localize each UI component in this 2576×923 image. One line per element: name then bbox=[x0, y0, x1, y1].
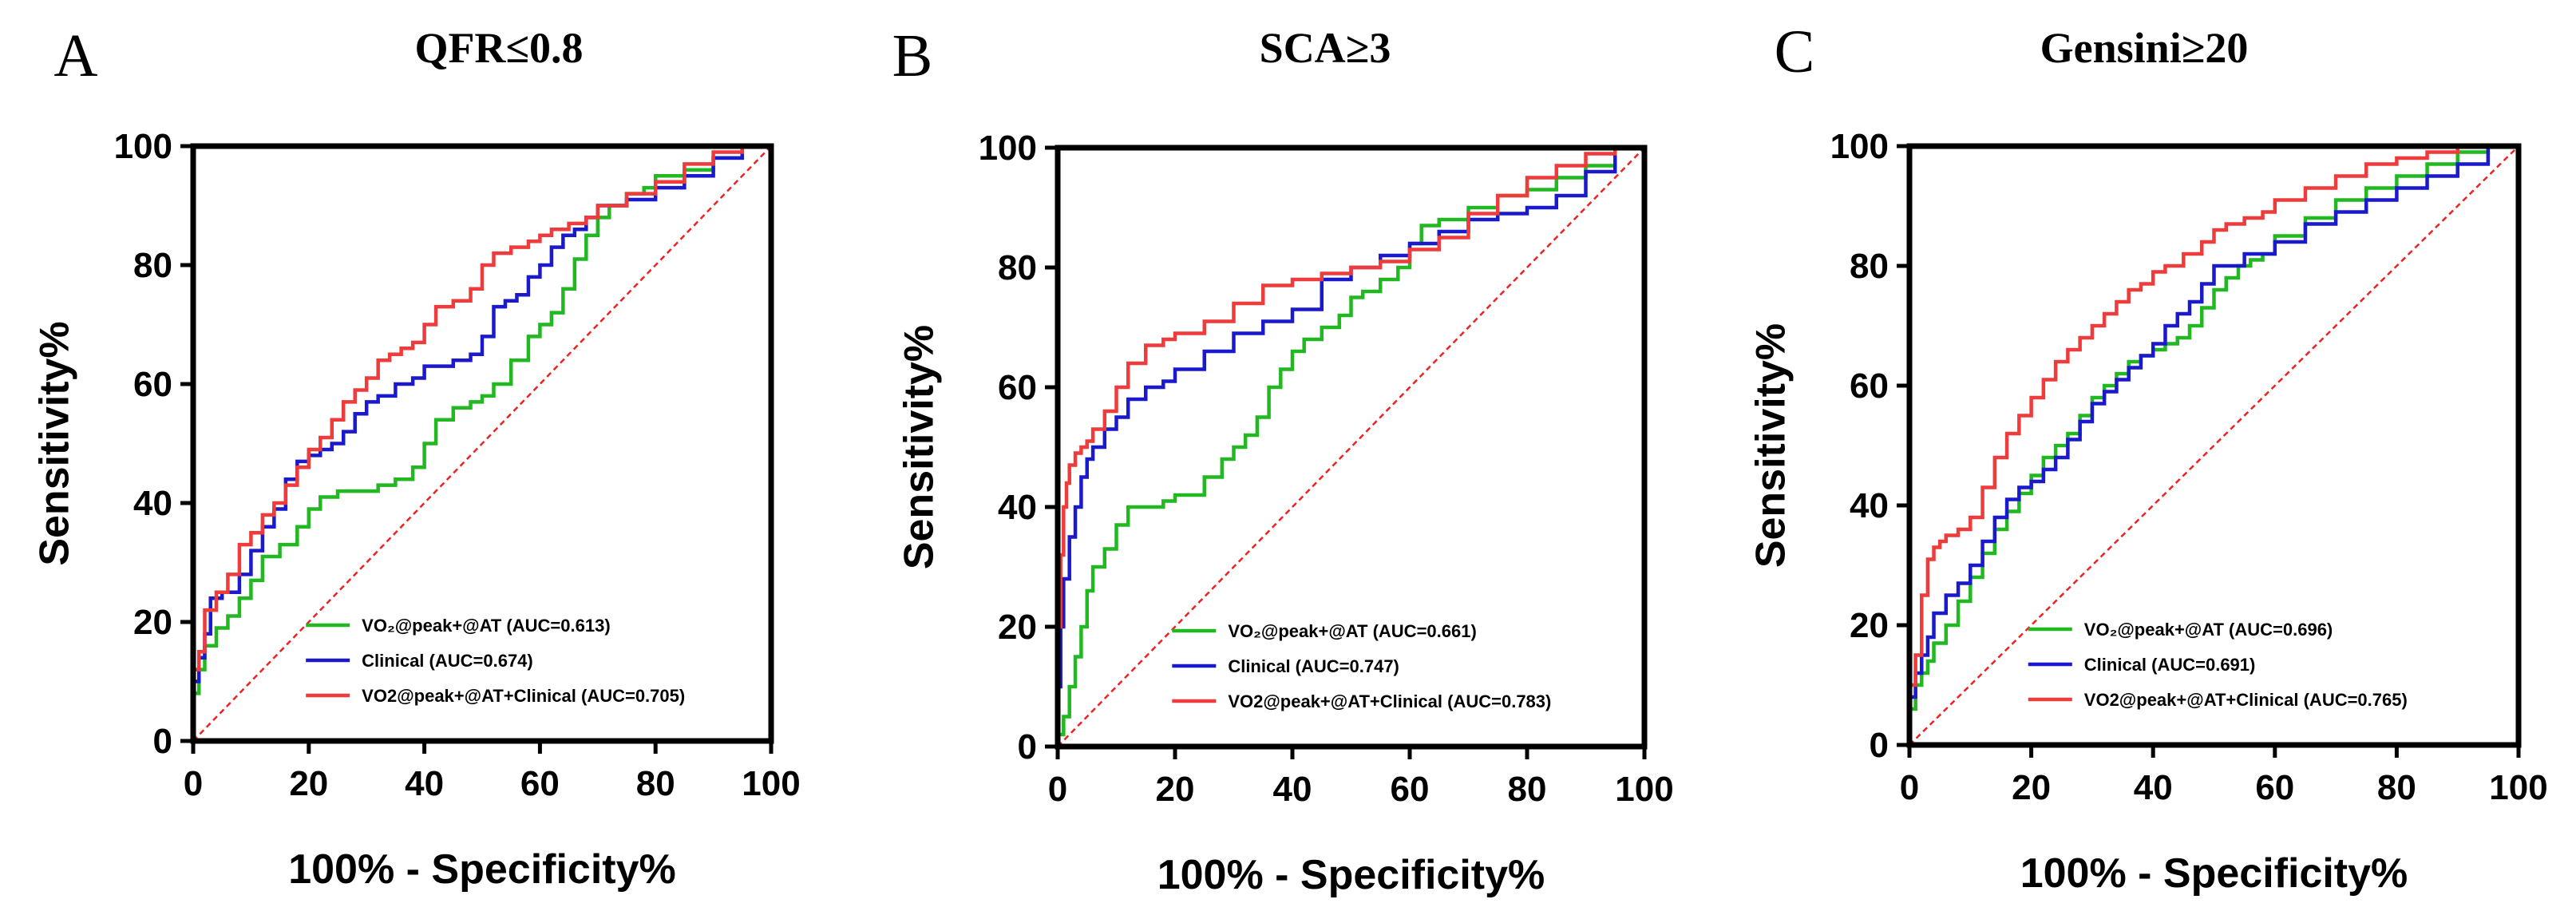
chart-title: SCA≥3 bbox=[1260, 24, 1391, 72]
y-tick-label: 20 bbox=[133, 603, 172, 642]
y-tick-label: 80 bbox=[998, 248, 1037, 287]
panel-letter: C bbox=[1775, 18, 1815, 85]
y-axis-label: Sensitivity% bbox=[32, 321, 78, 565]
panel-letter: A bbox=[54, 22, 98, 89]
legend-label: Clinical (AUC=0.674) bbox=[362, 651, 533, 671]
legend-label: VO2@peak+@AT+Clinical (AUC=0.765) bbox=[2084, 690, 2408, 710]
y-tick-label: 0 bbox=[153, 722, 172, 761]
y-tick-label: 80 bbox=[133, 246, 172, 285]
y-tick-label: 0 bbox=[1018, 727, 1037, 767]
y-tick-label: 0 bbox=[1870, 726, 1889, 765]
roc-curve-clinical bbox=[1055, 145, 1644, 747]
x-tick-label: 20 bbox=[2012, 768, 2051, 807]
plot-frame bbox=[1055, 145, 1648, 750]
y-tick-label: 60 bbox=[133, 365, 172, 404]
legend-label: Clinical (AUC=0.747) bbox=[1228, 656, 1399, 676]
y-tick-label: 40 bbox=[133, 484, 172, 523]
legend-label: VO₂@peak+@AT (AUC=0.661) bbox=[1228, 621, 1476, 641]
x-tick-label: 40 bbox=[1273, 770, 1312, 809]
x-tick-label: 40 bbox=[405, 764, 444, 803]
x-tick-label: 60 bbox=[520, 764, 560, 803]
legend-label: Clinical (AUC=0.691) bbox=[2084, 655, 2256, 675]
y-tick-label: 100 bbox=[114, 127, 172, 166]
panel-b: B SCA≥3 0 20 40 60 80 100 0 20 40 60 80 100 100% - Spe… bbox=[892, 22, 1674, 898]
x-tick-label: 20 bbox=[289, 764, 328, 803]
plot-frame bbox=[190, 143, 774, 744]
roc-curve-vo2-peak-at-clinical bbox=[1907, 144, 2519, 745]
x-tick-label: 80 bbox=[1508, 770, 1547, 809]
x-axis-label: 100% - Specificity% bbox=[2020, 850, 2408, 897]
x-axis-label: 100% - Specificity% bbox=[288, 846, 676, 893]
x-tick-label: 60 bbox=[2255, 768, 2294, 807]
chart-title: QFR≤0.8 bbox=[414, 24, 583, 72]
x-tick-label: 100 bbox=[1615, 770, 1673, 809]
legend-label: VO2@peak+@AT+Clinical (AUC=0.705) bbox=[362, 686, 685, 706]
x-tick-label: 80 bbox=[2377, 768, 2416, 807]
x-tick-label: 40 bbox=[2134, 768, 2173, 807]
y-axis-label: Sensitivity% bbox=[1748, 323, 1794, 568]
y-tick-label: 20 bbox=[1850, 606, 1889, 645]
roc-curve-vo2-peak-at-clinical bbox=[1055, 145, 1644, 747]
x-tick-label: 80 bbox=[636, 764, 675, 803]
panel-c: C Gensini≥20 0 20 40 60 80 100 0 20 40 60 80 100 100% … bbox=[1748, 18, 2548, 897]
y-tick-label: 60 bbox=[998, 368, 1037, 407]
legend-label: VO2@peak+@AT+Clinical (AUC=0.783) bbox=[1228, 691, 1551, 711]
reference-diagonal bbox=[192, 145, 772, 742]
roc-curve-vo2-peak-at-clinical bbox=[191, 144, 771, 741]
y-tick-label: 100 bbox=[979, 129, 1037, 168]
x-tick-label: 60 bbox=[1391, 770, 1430, 809]
y-tick-label: 100 bbox=[1830, 127, 1889, 166]
reference-diagonal bbox=[1909, 145, 2519, 746]
legend-label: VO₂@peak+@AT (AUC=0.696) bbox=[2084, 620, 2333, 640]
x-tick-label: 20 bbox=[1156, 770, 1195, 809]
panel-letter: B bbox=[892, 22, 933, 89]
y-tick-label: 20 bbox=[998, 608, 1037, 647]
plot-frame bbox=[1906, 143, 2522, 748]
y-tick-label: 60 bbox=[1850, 366, 1889, 406]
x-axis-label: 100% - Specificity% bbox=[1157, 852, 1545, 898]
roc-curve-vo-peak-at bbox=[1055, 145, 1644, 747]
panel-a: A QFR≤0.8 0 20 40 60 80 100 0 20 40 60 80 100 100% - S… bbox=[32, 22, 801, 893]
x-tick-label: 0 bbox=[184, 764, 203, 803]
x-tick-label: 0 bbox=[1900, 768, 1919, 807]
x-tick-label: 100 bbox=[2489, 768, 2547, 807]
roc-curve-clinical bbox=[1907, 144, 2519, 745]
y-tick-label: 40 bbox=[998, 488, 1037, 527]
x-tick-label: 0 bbox=[1048, 770, 1067, 809]
chart-title: Gensini≥20 bbox=[2040, 24, 2249, 72]
x-tick-label: 100 bbox=[742, 764, 800, 803]
legend-label: VO₂@peak+@AT (AUC=0.613) bbox=[362, 616, 610, 636]
y-tick-label: 40 bbox=[1850, 486, 1889, 525]
y-tick-label: 80 bbox=[1850, 247, 1889, 286]
y-axis-label: Sensitivity% bbox=[896, 325, 943, 569]
